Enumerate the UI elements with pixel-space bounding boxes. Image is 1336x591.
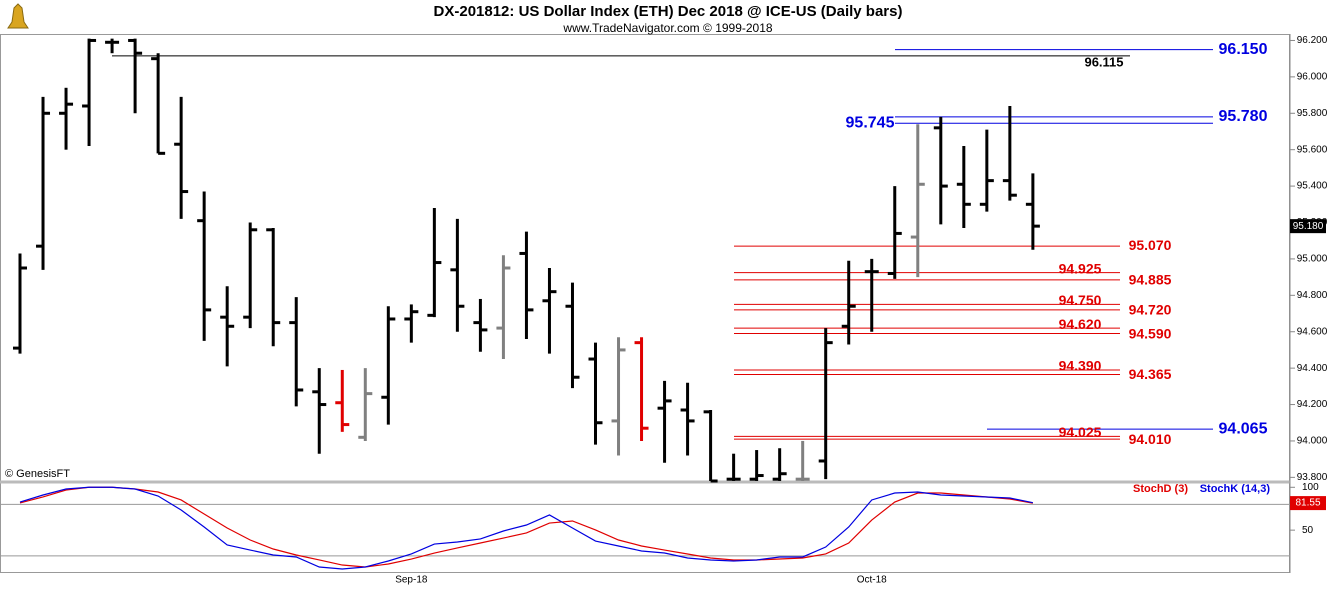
y-tick-label: 95.800	[1297, 108, 1328, 119]
x-tick-label: Sep-18	[395, 575, 428, 586]
chart-title: DX-201812: US Dollar Index (ETH) Dec 201…	[434, 3, 903, 20]
level-label: 94.620	[1059, 316, 1102, 332]
level-label: 96.150	[1219, 41, 1268, 58]
level-label: 95.070	[1129, 237, 1172, 253]
level-label: 95.745	[846, 115, 895, 132]
y-tick-label: 50	[1302, 525, 1314, 536]
y-tick-label: 95.400	[1297, 181, 1328, 192]
watermark: © GenesisFT	[5, 468, 70, 480]
last-price-box	[1290, 219, 1326, 234]
last-value-label: 81.55	[1295, 498, 1320, 509]
y-tick-label: 94.600	[1297, 326, 1328, 337]
y-tick-label: 96.000	[1297, 72, 1328, 83]
y-tick-label: 94.000	[1297, 436, 1328, 447]
last-price-label: 95.180	[1293, 221, 1324, 232]
level-label: 94.065	[1219, 420, 1268, 437]
y-tick-label: 95.600	[1297, 144, 1328, 155]
stoch-line	[19, 486, 1034, 570]
level-label: 94.885	[1129, 272, 1172, 288]
level-label: 94.010	[1129, 431, 1172, 447]
legend-entry: StochD (3)	[1133, 483, 1188, 495]
level-label: 96.115	[1084, 54, 1123, 69]
y-tick-label: 93.800	[1297, 472, 1328, 483]
legend-entry: StochK (14,3)	[1200, 483, 1271, 495]
y-tick-label: 100	[1302, 482, 1319, 493]
level-label: 94.025	[1059, 424, 1102, 440]
level-label: 95.780	[1219, 108, 1268, 125]
chart-subtitle: www.TradeNavigator.com © 1999-2018	[562, 21, 772, 35]
level-label: 94.590	[1129, 325, 1172, 341]
level-label: 94.925	[1059, 260, 1102, 276]
y-tick-label: 94.800	[1297, 290, 1328, 301]
y-tick-label: 94.400	[1297, 363, 1328, 374]
level-label: 94.750	[1059, 292, 1102, 308]
stoch-line	[19, 486, 1033, 568]
level-label: 94.365	[1129, 366, 1172, 382]
level-label: 94.720	[1129, 302, 1172, 318]
last-value-box	[1290, 496, 1326, 511]
x-tick-label: Oct-18	[857, 575, 887, 586]
y-tick-label: 95.000	[1297, 254, 1328, 265]
logo	[7, 3, 29, 29]
level-label: 94.390	[1059, 358, 1102, 374]
y-tick-label: 94.200	[1297, 399, 1328, 410]
y-tick-label: 96.200	[1297, 35, 1328, 46]
